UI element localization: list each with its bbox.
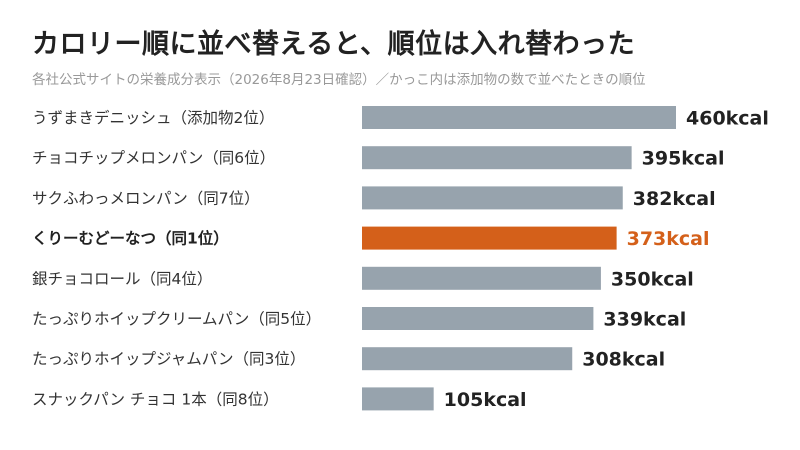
- chart-subtitle: 各社公式サイトの栄養成分表示（2026年8月23日確認）／かっこ内は添加物の数で…: [32, 72, 646, 88]
- bar: [362, 186, 623, 210]
- chart-title: カロリー順に並べ替えると、順位は入れ替わった: [32, 29, 636, 60]
- value-label: 382kcal: [633, 188, 716, 210]
- bar: [362, 347, 573, 371]
- value-label: 350kcal: [611, 268, 694, 290]
- category-label: くりーむどーなつ（同1位）: [32, 229, 229, 248]
- bar: [362, 266, 601, 290]
- value-label: 395kcal: [642, 148, 725, 170]
- bar: [362, 387, 434, 411]
- category-label: たっぷりホイップジャムパン（同3位）: [32, 350, 305, 368]
- value-label: 308kcal: [582, 349, 665, 371]
- category-label: サクふわっメロンパン（同7位）: [32, 189, 260, 207]
- category-label: スナックパン チョコ 1本（同8位）: [32, 390, 279, 408]
- bar: [362, 106, 676, 129]
- category-label: たっぷりホイップクリームパン（同5位）: [32, 310, 321, 328]
- bar: [362, 146, 632, 170]
- category-label: うずまきデニッシュ（添加物2位）: [32, 108, 274, 127]
- value-label: 339kcal: [603, 309, 686, 331]
- value-label: 373kcal: [627, 228, 710, 250]
- bar: [362, 226, 617, 250]
- category-label: 銀チョコロール（同4位）: [32, 270, 212, 288]
- value-label: 460kcal: [686, 108, 769, 130]
- value-label: 105kcal: [444, 389, 527, 411]
- category-label: チョコチップメロンパン（同6位）: [32, 149, 275, 167]
- bar: [362, 307, 594, 330]
